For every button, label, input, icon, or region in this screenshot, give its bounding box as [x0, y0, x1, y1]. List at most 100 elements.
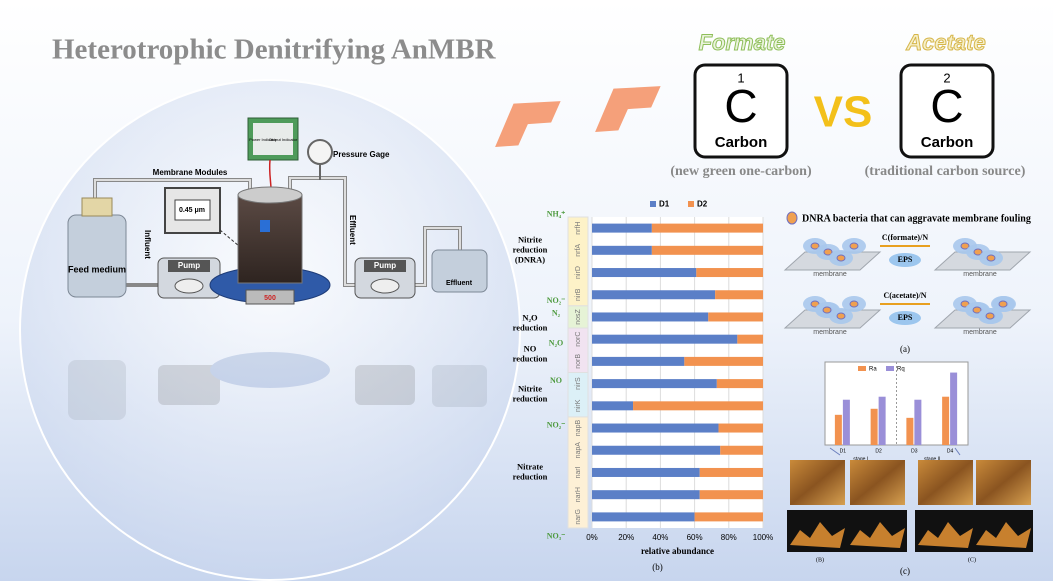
ratio-label: C(formate)/N	[882, 233, 928, 242]
x-tick-label: D3	[911, 448, 918, 454]
bar-segment	[592, 268, 697, 278]
group-label: stage I	[853, 456, 868, 462]
bacteria	[849, 242, 859, 250]
afm-surface	[918, 522, 973, 548]
pathway-label: Nitrate reduction	[513, 461, 548, 481]
legend-swatch	[886, 366, 894, 371]
bar-segment	[716, 379, 763, 389]
bubble	[19, 79, 521, 581]
decoration	[174, 199, 211, 221]
x-tick-label: 20%	[618, 533, 634, 542]
pressure-gage-label: Pressure Gage	[333, 150, 390, 159]
x-tick-label: D4	[947, 448, 954, 454]
gene-label: napB	[575, 420, 582, 437]
reflection	[68, 352, 487, 420]
bar	[842, 399, 850, 445]
element-card	[693, 63, 789, 159]
afm-surface	[790, 522, 845, 548]
bacteria	[849, 300, 859, 308]
decoration	[260, 220, 270, 232]
gene-label: norB	[575, 354, 582, 369]
afm-caption: (C)	[968, 556, 976, 563]
afm-image	[850, 460, 905, 505]
bar-segment	[592, 290, 716, 300]
bar	[914, 399, 922, 445]
bar-segment	[592, 467, 700, 477]
bar-segment	[592, 512, 695, 522]
caption: (a)	[900, 344, 910, 354]
compound-label: NO	[550, 376, 562, 385]
bar-segment	[592, 223, 652, 233]
effluent-arrow-label: Effluent	[348, 215, 357, 245]
gene-label: nrfA	[575, 244, 582, 257]
element-card	[899, 63, 995, 159]
decoration	[237, 186, 303, 204]
legend-label: D1	[659, 200, 670, 209]
afm-image	[790, 460, 845, 505]
bar-segment	[592, 379, 717, 389]
decoration	[174, 278, 204, 294]
gene-label: napA	[575, 442, 582, 459]
afm-surface	[976, 522, 1031, 548]
decoration	[158, 365, 220, 405]
group-label: stage II	[924, 456, 940, 462]
afm-surface	[850, 522, 905, 548]
bar-segment	[592, 423, 719, 433]
membrane-label: membrane	[963, 329, 997, 336]
bar	[870, 408, 878, 445]
pump-label: Pump	[178, 261, 200, 270]
bacteria	[836, 312, 846, 320]
carbon-name: Formate	[699, 30, 786, 55]
decoration	[370, 278, 400, 294]
element-number: 2	[943, 70, 950, 85]
reactor-diagram: Feed medium Influent Pump Membrane Modul…	[67, 117, 488, 305]
gene-label: narG	[575, 509, 582, 525]
x-tick-label: 80%	[721, 533, 737, 542]
pump-out-label: Pump	[374, 261, 396, 270]
x-tick-label: D1	[840, 448, 847, 454]
bar	[906, 417, 914, 445]
gene-label: narH	[575, 487, 582, 502]
x-tick-label: D2	[875, 448, 882, 454]
bacteria	[810, 300, 820, 308]
caption: (b)	[652, 562, 663, 572]
bacteria-icon	[786, 211, 798, 225]
bar-segment	[592, 401, 634, 411]
afm-image	[918, 460, 973, 505]
bar	[950, 372, 958, 445]
eps-bubble	[889, 311, 921, 325]
bacteria	[985, 312, 995, 320]
compound-label: NO₂⁻	[547, 296, 566, 305]
decoration	[431, 249, 488, 293]
eps-label: EPS	[898, 313, 913, 322]
x-tick-label: 40%	[652, 533, 668, 542]
pathway-strip	[567, 416, 589, 529]
effluent-label: Effluent	[446, 280, 473, 287]
carbon-note: (new green one-carbon)	[670, 164, 812, 179]
stirrer-display: 500	[264, 295, 276, 302]
bacteria	[998, 300, 1008, 308]
gene-label: nirK	[575, 399, 582, 412]
bar-segment	[699, 467, 763, 477]
bar-segment	[651, 245, 763, 255]
element-symbol: C	[930, 80, 963, 132]
bar	[834, 414, 842, 445]
caption: (c)	[900, 566, 910, 576]
compound-label: NO₂⁻	[547, 421, 566, 430]
fouling-diagram: membrane membrane C(formate)/N EPS membrane m…	[783, 233, 1032, 336]
element-symbol: C	[724, 80, 757, 132]
carbon-name: Acetate	[905, 30, 985, 55]
decoration	[364, 260, 406, 272]
gene-label: narI	[575, 466, 582, 478]
compound-label: NH₄⁺	[547, 210, 566, 219]
bar-segment	[718, 423, 763, 433]
decoration	[307, 139, 333, 165]
bar-segment	[651, 223, 763, 233]
legend-swatch	[650, 201, 656, 207]
bacteria	[973, 248, 983, 256]
x-axis-title: relative abundance	[641, 546, 714, 556]
decoration	[355, 365, 415, 405]
decoration	[237, 194, 303, 284]
